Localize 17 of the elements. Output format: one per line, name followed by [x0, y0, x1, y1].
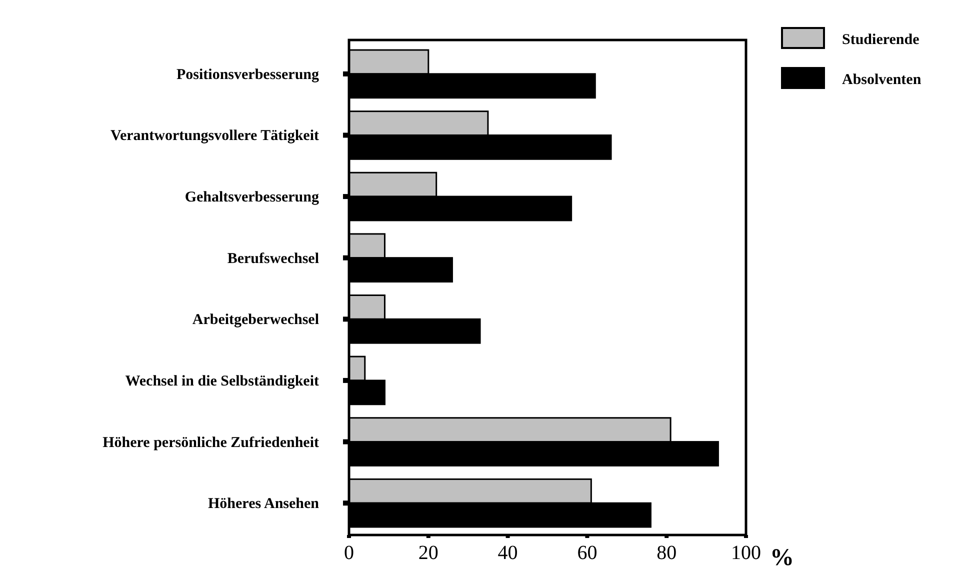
- x-tick-label: 0: [344, 542, 354, 564]
- x-axis-title: %: [770, 545, 794, 571]
- y-tick-label: Arbeitgeberwechsel: [192, 312, 319, 328]
- x-tick-label: 40: [498, 542, 518, 564]
- x-tick-label: 60: [577, 542, 598, 564]
- y-tick-label: Höhere persönliche Zufriedenheit: [102, 434, 319, 451]
- legend-label: Studierende: [842, 32, 920, 48]
- x-tick-label: 80: [656, 542, 677, 564]
- y-tick-label: Berufswechsel: [227, 250, 319, 267]
- y-tick-label: Wechsel in die Selbständigkeit: [125, 373, 319, 390]
- x-tick-label: 100: [731, 542, 761, 564]
- y-tick-label: Gehaltsverbesserung: [184, 190, 320, 206]
- legend-label: Absolventen: [842, 72, 922, 88]
- y-tick-label: Positionsverbesserung: [176, 66, 320, 83]
- y-tick-label: Verantwortungsvollere Tätigkeit: [110, 128, 319, 144]
- x-tick-label: 20: [418, 542, 438, 564]
- y-tick-label: Höheres Ansehen: [208, 496, 320, 512]
